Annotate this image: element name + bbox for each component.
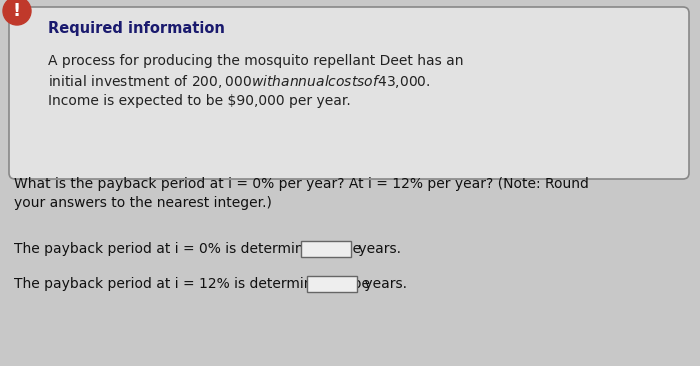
Bar [307,276,356,292]
Text: The payback period at i = 12% is determined to be: The payback period at i = 12% is determi… [14,277,374,291]
Text: Required information: Required information [48,22,225,37]
Text: initial investment of $200,000 with annual costs of $43,000.: initial investment of $200,000 with annu… [48,72,431,90]
Text: your answers to the nearest integer.): your answers to the nearest integer.) [14,196,272,210]
Text: Income is expected to be $90,000 per year.: Income is expected to be $90,000 per yea… [48,94,351,108]
Circle shape [3,0,31,25]
Text: A process for producing the mosquito repellant Deet has an: A process for producing the mosquito rep… [48,54,463,68]
Text: The payback period at i = 0% is determined to be: The payback period at i = 0% is determin… [14,242,365,256]
Text: years.: years. [354,242,400,256]
FancyBboxPatch shape [9,7,689,179]
Text: !: ! [13,2,21,20]
Bar [301,241,351,257]
Text: years.: years. [360,277,407,291]
Text: What is the payback period at i = 0% per year? At i = 12% per year? (Note: Round: What is the payback period at i = 0% per… [14,177,589,191]
